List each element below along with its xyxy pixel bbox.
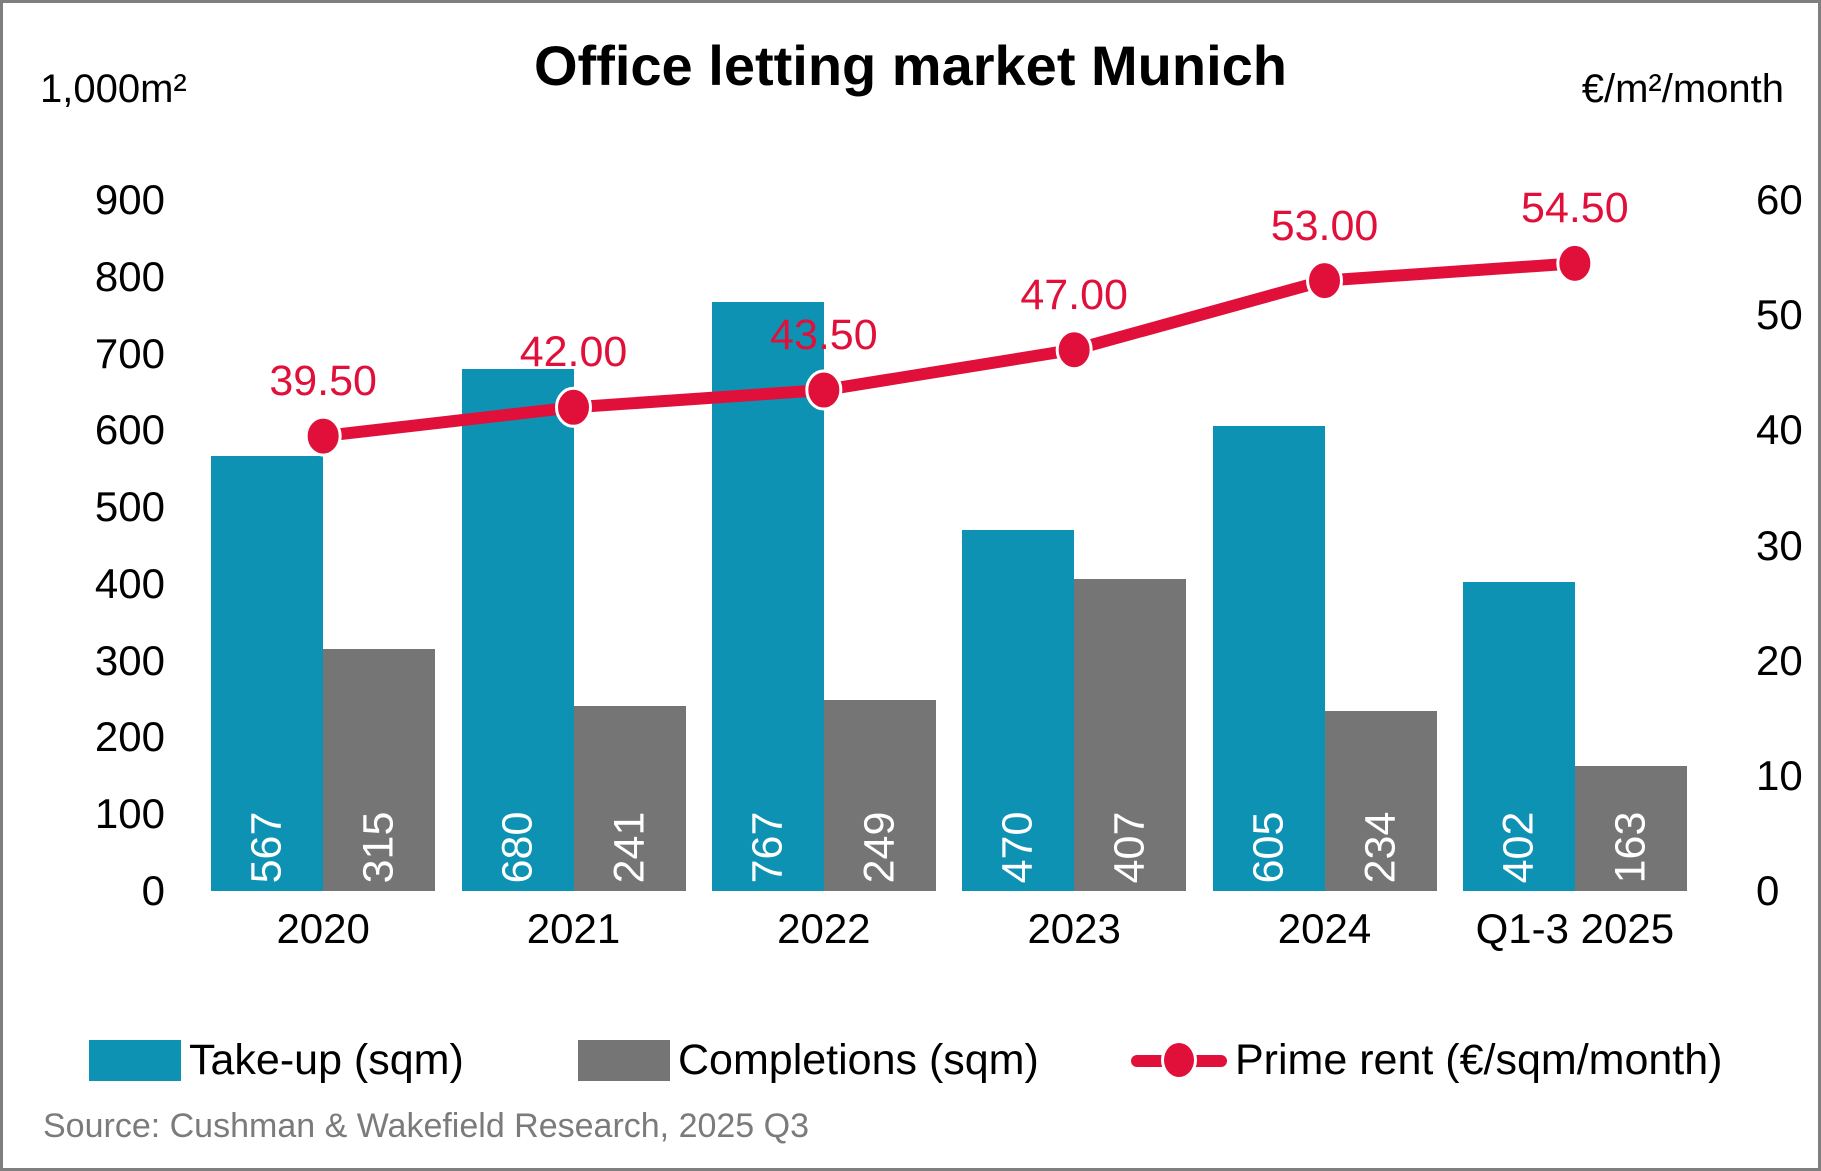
legend-item-prime-rent: Prime rent (€/sqm/month): [1131, 1029, 1722, 1091]
chart-legend: Take-up (sqm) Completions (sqm) Prime re…: [3, 1029, 1818, 1091]
right-axis-tick: 20: [1756, 636, 1803, 684]
x-axis-category-label: 2022: [777, 905, 871, 952]
x-axis-category-label: 2023: [1027, 905, 1121, 952]
completions-bar: 407: [1074, 578, 1187, 891]
prime-rent-swatch-icon: [1131, 1040, 1227, 1081]
bar-value-label: 567: [242, 811, 291, 884]
completions-bar: 249: [823, 699, 936, 891]
takeup-bar: 680: [461, 368, 574, 891]
bar-value-label: 767: [743, 811, 792, 884]
prime-rent-value-label: 47.00: [1020, 270, 1128, 319]
bar-value-label: 402: [1494, 811, 1543, 884]
chart-title: Office letting market Munich: [534, 34, 1287, 97]
prime-rent-point: [1306, 260, 1343, 302]
left-axis-tick: 500: [94, 483, 165, 531]
left-axis-tick: 100: [94, 790, 165, 838]
takeup-bar: 470: [962, 530, 1075, 891]
left-axis-unit-label: 1,000m²: [40, 67, 187, 111]
takeup-swatch-icon: [89, 1039, 181, 1081]
bar-value-label: 407: [1105, 811, 1154, 884]
prime-rent-value-label: 54.50: [1521, 184, 1629, 233]
bar-value-label: 241: [605, 811, 653, 884]
left-axis-tick: 300: [94, 636, 165, 684]
prime-rent-value-label: 43.50: [770, 311, 878, 360]
completions-bar: 234: [1324, 711, 1437, 891]
bar-value-label: 605: [1244, 811, 1292, 884]
prime-rent-point: [1556, 242, 1594, 284]
x-axis-category-label: Q1-3 2025: [1475, 905, 1675, 952]
bar-value-label: 315: [354, 811, 403, 884]
right-axis-tick: 10: [1756, 751, 1803, 799]
prime-rent-point: [1055, 329, 1093, 371]
x-axis-category-label: 2021: [526, 905, 621, 952]
completions-bar: 315: [323, 649, 436, 891]
prime-rent-value-label: 53.00: [1270, 201, 1379, 250]
right-axis-tick: 30: [1756, 521, 1803, 569]
left-axis-tick: 200: [94, 713, 165, 761]
completions-bar: 241: [573, 705, 686, 891]
takeup-bar: 767: [711, 302, 824, 891]
completions-swatch-icon: [578, 1039, 670, 1081]
left-axis-tick: 400: [94, 559, 165, 607]
takeup-bar: 567: [211, 455, 324, 891]
right-axis-tick: 40: [1756, 406, 1803, 454]
prime-rent-value-label: 39.50: [269, 357, 377, 406]
right-axis-tick: 60: [1756, 176, 1803, 223]
bar-value-label: 680: [493, 811, 541, 884]
x-axis-category-label: 2020: [276, 905, 370, 952]
left-axis-tick: 0: [141, 867, 165, 914]
prime-rent-point: [304, 415, 342, 457]
bar-value-label: 470: [993, 811, 1042, 884]
left-axis-tick: 600: [94, 406, 165, 454]
legend-item-completions: Completions (sqm): [578, 1029, 1039, 1091]
legend-label-completions: Completions (sqm): [678, 1035, 1039, 1084]
right-axis-tick: 0: [1756, 867, 1780, 914]
bar-value-label: 249: [855, 811, 904, 884]
takeup-bar: 605: [1212, 426, 1325, 891]
bar-value-label: 234: [1356, 811, 1404, 884]
bar-value-label: 163: [1606, 811, 1655, 884]
right-axis-tick: 50: [1756, 291, 1803, 339]
left-axis-tick: 800: [94, 252, 165, 300]
legend-label-prime-rent: Prime rent (€/sqm/month): [1235, 1035, 1723, 1084]
left-axis-tick: 700: [94, 329, 165, 377]
right-axis-unit-label: €/m²/month: [1581, 67, 1784, 111]
source-note: Source: Cushman & Wakefield Research, 20…: [43, 1107, 810, 1145]
legend-label-takeup: Take-up (sqm): [189, 1035, 464, 1084]
prime-rent-value-label: 42.00: [519, 328, 628, 377]
completions-bar: 163: [1574, 765, 1687, 891]
legend-item-takeup: Take-up (sqm): [89, 1029, 464, 1091]
x-axis-category-label: 2024: [1277, 905, 1372, 952]
left-axis-tick: 900: [94, 176, 165, 223]
takeup-bar: 402: [1462, 582, 1575, 891]
